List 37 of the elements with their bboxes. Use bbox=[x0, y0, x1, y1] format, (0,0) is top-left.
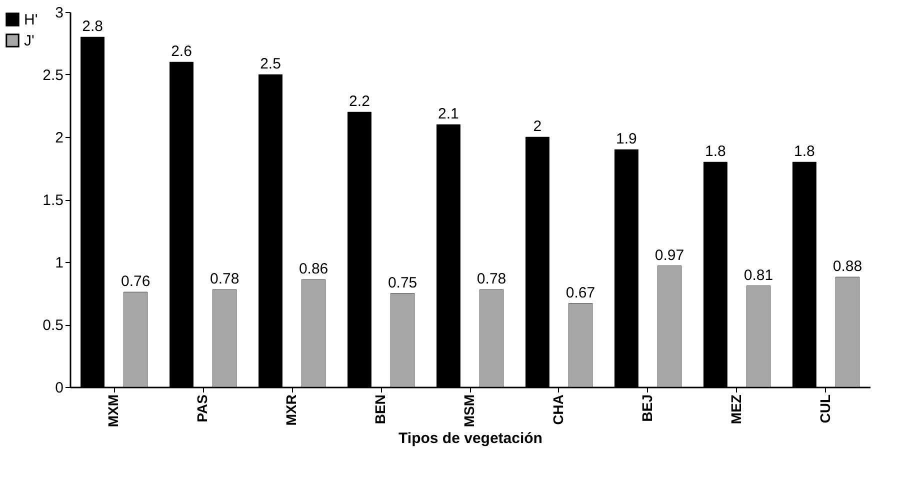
data-label: 2 bbox=[533, 118, 542, 135]
data-label: 2.1 bbox=[438, 106, 459, 122]
y-tick-label: 2.5 bbox=[42, 67, 64, 84]
data-label: 2.8 bbox=[82, 18, 103, 35]
y-tick-label: 1.5 bbox=[42, 192, 64, 209]
x-tick-label: CHA bbox=[550, 394, 566, 425]
y-tick-label: 0 bbox=[55, 380, 64, 396]
x-tick-label: MXM bbox=[105, 394, 122, 428]
x-tick-label: BEN bbox=[372, 394, 388, 424]
x-tick-label: PAS bbox=[194, 394, 210, 422]
y-tick-label: 2 bbox=[55, 130, 64, 146]
y-tick-label: 1 bbox=[55, 254, 64, 272]
legend-label: H' bbox=[24, 12, 38, 28]
data-label: 1.8 bbox=[794, 143, 815, 160]
data-label: 0.97 bbox=[654, 246, 684, 264]
data-label: 0.76 bbox=[120, 273, 150, 290]
data-label: 0.86 bbox=[298, 260, 328, 278]
data-label: 2.5 bbox=[260, 56, 281, 72]
data-label: 1.8 bbox=[705, 143, 726, 160]
data-label: 1.9 bbox=[616, 130, 637, 148]
data-label: 0.75 bbox=[388, 274, 418, 292]
data-label: 0.81 bbox=[744, 266, 774, 284]
data-label: 2.6 bbox=[171, 43, 192, 60]
x-tick-label: CUL bbox=[816, 394, 833, 424]
data-label: 0.78 bbox=[210, 270, 240, 288]
data-label: 0.88 bbox=[832, 258, 862, 275]
y-tick-label: 0.5 bbox=[42, 317, 64, 334]
x-tick-label: MXR bbox=[283, 394, 300, 426]
y-tick-label: 3 bbox=[55, 4, 64, 22]
x-tick-label: BEJ bbox=[638, 394, 655, 422]
data-label: 2.2 bbox=[349, 93, 370, 110]
x-tick-label: MEZ bbox=[728, 394, 744, 424]
data-label: 0.78 bbox=[476, 270, 506, 288]
x-tick-label: MSM bbox=[461, 394, 477, 428]
x-axis-title: Tipos de vegetación bbox=[398, 430, 542, 448]
legend-label: J' bbox=[24, 32, 34, 50]
data-label: 0.67 bbox=[566, 284, 596, 302]
